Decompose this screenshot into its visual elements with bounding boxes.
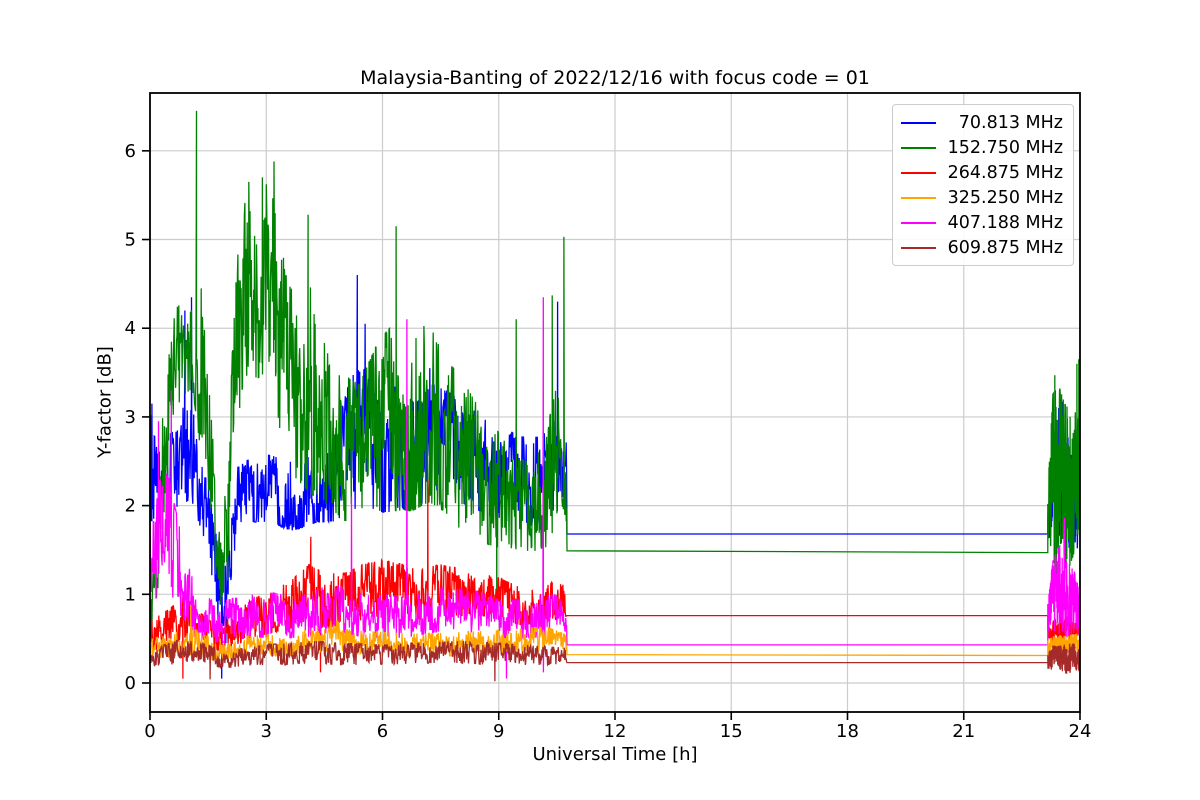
y-tick-label: 2 (125, 496, 136, 517)
legend: 70.813 MHz 152.750 MHz 264.875 MHz 325.250 … (892, 104, 1074, 266)
legend-item: 407.188 MHz (901, 210, 1063, 235)
legend-label: 609.875 MHz (947, 237, 1063, 258)
legend-label: 325.250 MHz (947, 187, 1063, 208)
legend-label: 152.750 MHz (947, 137, 1063, 158)
series-line-152.750-MHz (150, 110, 1080, 635)
y-axis-label: Y-factor [dB] (94, 346, 116, 458)
series-line-325.250-MHz (150, 604, 1080, 662)
x-axis-label: Universal Time [h] (532, 744, 698, 765)
legend-line-swatch (901, 221, 936, 224)
series-line-609.875-MHz (150, 639, 1080, 682)
legend-item: 70.813 MHz (901, 110, 1063, 135)
y-tick-label: 4 (125, 318, 136, 339)
legend-line-swatch (901, 196, 936, 199)
y-tick-label: 0 (125, 673, 136, 694)
legend-line-swatch (901, 146, 936, 149)
y-tick-label: 1 (125, 584, 136, 605)
legend-item: 264.875 MHz (901, 160, 1063, 185)
legend-line-swatch (901, 171, 936, 174)
series-line-264.875-MHz (150, 478, 1080, 679)
x-tick-label: 9 (493, 721, 504, 742)
y-tick-label: 6 (125, 141, 136, 162)
legend-label: 264.875 MHz (947, 162, 1063, 183)
x-tick-label: 21 (952, 721, 975, 742)
x-tick-label: 0 (144, 721, 155, 742)
legend-item: 609.875 MHz (901, 235, 1063, 260)
legend-label: 70.813 MHz (958, 112, 1063, 133)
legend-item: 325.250 MHz (901, 185, 1063, 210)
x-tick-label: 18 (836, 721, 859, 742)
x-tick-label: 12 (604, 721, 627, 742)
x-tick-label: 3 (261, 721, 272, 742)
chart-title: Malaysia-Banting of 2022/12/16 with focu… (360, 67, 870, 89)
x-tick-label: 24 (1069, 721, 1092, 742)
x-tick-label: 15 (720, 721, 743, 742)
legend-label: 407.188 MHz (947, 212, 1063, 233)
x-tick-label: 6 (377, 721, 388, 742)
series-line-407.188-MHz (150, 297, 1080, 679)
y-tick-label: 5 (125, 230, 136, 251)
y-tick-label: 3 (125, 407, 136, 428)
legend-line-swatch (901, 246, 936, 249)
legend-item: 152.750 MHz (901, 135, 1063, 160)
legend-line-swatch (901, 121, 936, 124)
